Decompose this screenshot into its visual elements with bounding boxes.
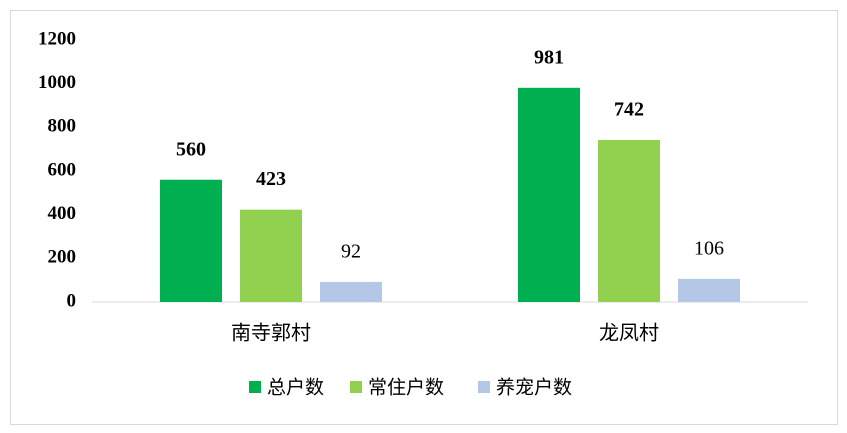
y-tick-label: 200 [48,247,77,268]
legend-label: 总户数 [267,377,324,399]
y-tick-label: 800 [48,116,77,137]
y-tick-label: 600 [48,159,77,180]
legend-swatch [478,381,490,393]
y-tick-label: 400 [48,203,77,224]
legend-label: 常住户数 [368,377,444,399]
data-label: 423 [256,168,286,190]
bar [518,87,580,302]
x-tick-label: 南寺郭村 [231,321,311,345]
legend-swatch [249,381,261,393]
bar [240,209,302,302]
y-tick-label: 1000 [38,72,76,93]
data-label: 742 [614,99,644,121]
bar [598,139,660,302]
chart-border [10,10,838,425]
legend-label: 养宠户数 [496,377,572,399]
data-label: 106 [694,237,724,259]
data-label: 560 [176,138,206,160]
bar [320,281,382,302]
legend-swatch [350,381,362,393]
bar [160,179,222,302]
bar [678,278,740,302]
data-label: 981 [534,46,564,68]
y-tick-label: 1200 [38,28,76,49]
y-tick-label: 0 [67,290,77,311]
x-tick-label: 龙凤村 [599,321,659,345]
data-label: 92 [341,241,361,263]
